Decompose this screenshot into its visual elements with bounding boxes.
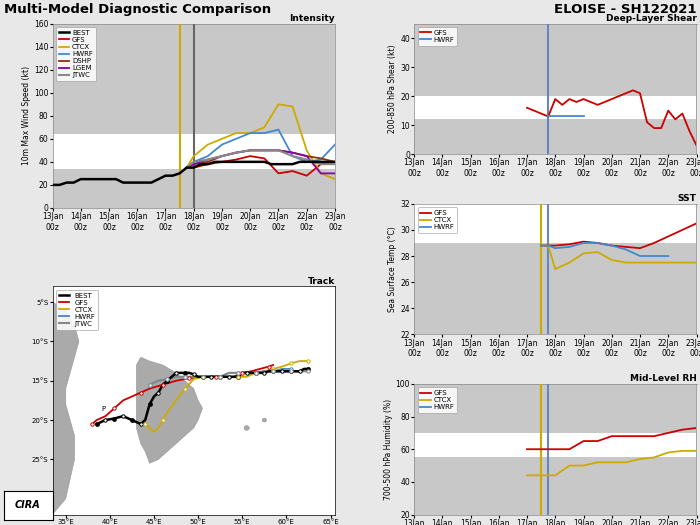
Point: [250, 369, 261, 377]
Point: [250, 369, 261, 377]
Point: [294, 367, 305, 375]
Point: [267, 365, 279, 373]
Point: [179, 384, 190, 393]
Point: [158, 381, 169, 389]
Y-axis label: Sea Surface Temp (°C): Sea Surface Temp (°C): [389, 226, 398, 312]
Polygon shape: [52, 302, 79, 514]
Legend: BEST, GFS, CTCX, HWRF, DSHP, LGEM, JTWC: BEST, GFS, CTCX, HWRF, DSHP, LGEM, JTWC: [56, 27, 96, 81]
Point: [303, 357, 314, 365]
Bar: [52, 134, 335, 169]
Point: [215, 373, 226, 381]
Point: [144, 400, 155, 408]
Point: [158, 416, 169, 424]
Text: Intensity: Intensity: [289, 14, 335, 23]
Point: [197, 373, 208, 381]
Point: [285, 365, 296, 373]
Y-axis label: 10m Max Wind Speed (kt): 10m Max Wind Speed (kt): [22, 66, 31, 165]
Point: [250, 369, 261, 377]
Point: [144, 381, 155, 389]
Point: [250, 369, 261, 377]
Text: ELOISE - SH122021: ELOISE - SH122021: [554, 3, 696, 16]
Legend: GFS, HWRF: GFS, HWRF: [417, 27, 457, 46]
Point: [223, 373, 235, 381]
Text: Deep-Layer Shear: Deep-Layer Shear: [606, 14, 696, 23]
Point: [162, 375, 173, 383]
Text: P: P: [102, 406, 106, 412]
Bar: [414, 96, 696, 119]
Point: [285, 367, 296, 375]
Point: [215, 373, 226, 381]
Point: [232, 369, 244, 377]
Point: [267, 367, 279, 375]
Point: [179, 373, 190, 381]
Point: [276, 367, 288, 375]
Circle shape: [262, 418, 267, 422]
Point: [303, 365, 314, 373]
Point: [108, 414, 120, 423]
Point: [118, 412, 129, 421]
Point: [100, 416, 111, 424]
Point: [285, 367, 296, 375]
Point: [179, 369, 190, 377]
Circle shape: [244, 426, 249, 430]
Point: [232, 373, 244, 381]
Point: [206, 373, 217, 381]
Y-axis label: 200-850 hPa Shear (kt): 200-850 hPa Shear (kt): [389, 45, 398, 133]
Point: [126, 416, 137, 424]
Point: [232, 373, 244, 381]
Point: [267, 367, 279, 375]
Point: [139, 420, 150, 428]
Text: Track: Track: [308, 277, 335, 286]
Text: Mid-Level RH: Mid-Level RH: [629, 374, 696, 383]
Point: [241, 369, 252, 377]
Point: [210, 373, 221, 381]
Text: Multi-Model Diagnostic Comparison: Multi-Model Diagnostic Comparison: [4, 3, 271, 16]
Point: [162, 376, 173, 385]
Text: CIRA: CIRA: [15, 500, 41, 510]
Point: [197, 373, 208, 381]
Legend: BEST, GFS, CTCX, HWRF, JTWC: BEST, GFS, CTCX, HWRF, JTWC: [56, 290, 99, 330]
Bar: [414, 433, 696, 457]
Point: [135, 388, 146, 397]
Point: [135, 420, 146, 428]
Point: [232, 369, 244, 377]
Point: [285, 359, 296, 368]
Point: [259, 369, 270, 377]
Y-axis label: 700-500 hPa Humidity (%): 700-500 hPa Humidity (%): [384, 398, 393, 500]
Point: [267, 367, 279, 375]
Point: [91, 420, 102, 428]
Point: [237, 369, 248, 377]
Point: [108, 404, 120, 413]
Point: [144, 381, 155, 389]
Point: [197, 373, 208, 381]
Point: [183, 374, 195, 383]
Point: [188, 370, 199, 379]
Point: [153, 388, 164, 397]
Bar: [414, 204, 696, 243]
Point: [263, 362, 274, 371]
Point: [162, 375, 173, 383]
Point: [303, 367, 314, 375]
Point: [179, 373, 190, 381]
Point: [171, 369, 182, 377]
Point: [87, 420, 98, 428]
Polygon shape: [136, 357, 202, 464]
Point: [197, 373, 208, 381]
Point: [215, 373, 226, 381]
Legend: GFS, CTCX, HWRF: GFS, CTCX, HWRF: [417, 207, 457, 233]
Text: SST: SST: [678, 194, 696, 203]
Point: [215, 373, 226, 381]
Legend: GFS, CTCX, HWRF: GFS, CTCX, HWRF: [417, 387, 457, 413]
